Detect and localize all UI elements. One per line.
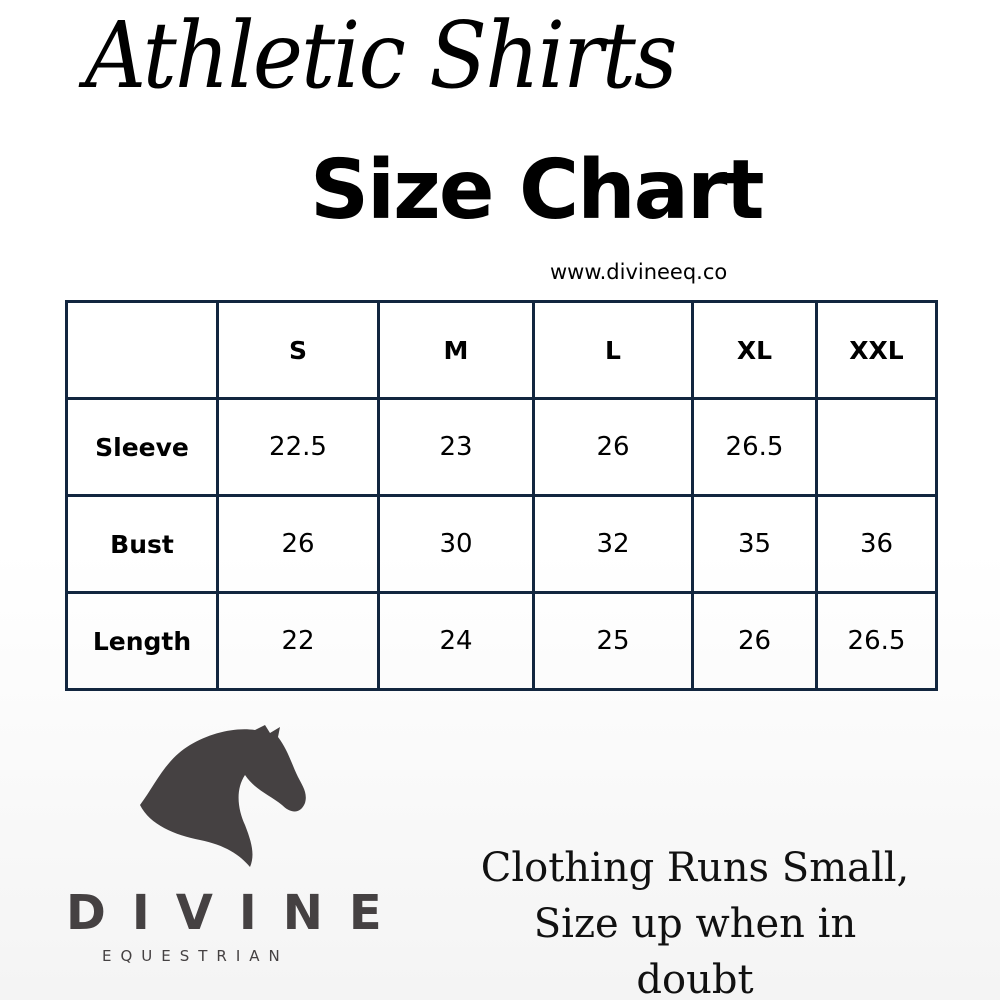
brand-subtitle: EQUESTRIAN: [102, 947, 289, 965]
size-table: S M L XL XXL Sleeve 22.5 23 26 26.5 Bust…: [65, 300, 938, 691]
table-row: Length 22 24 25 26 26.5: [65, 591, 938, 691]
website-url: www.divineeq.co: [550, 260, 728, 284]
header-cell: M: [377, 300, 535, 400]
header-cell: [65, 300, 219, 400]
table-row: Bust 26 30 32 35 36: [65, 494, 938, 594]
table-row: Sleeve 22.5 23 26 26.5: [65, 397, 938, 497]
table-cell: 32: [532, 494, 694, 594]
header-cell: XXL: [815, 300, 938, 400]
sizing-note-line-1: Clothing Runs Small,: [480, 845, 910, 891]
table-cell: [815, 397, 938, 497]
table-cell: 22: [216, 591, 380, 691]
brand-name: DIVINE: [66, 885, 408, 941]
table-cell: 26: [691, 591, 818, 691]
table-header-row: S M L XL XXL: [65, 300, 938, 400]
sizing-note: Clothing Runs Small, Size up when in dou…: [480, 840, 910, 1008]
sizing-note-line-2: Size up when in doubt: [533, 901, 857, 1003]
row-label: Length: [65, 591, 219, 691]
table-cell: 26: [216, 494, 380, 594]
script-title: Athletic Shirts: [85, 2, 677, 109]
table-cell: 26.5: [691, 397, 818, 497]
table-cell: 26: [532, 397, 694, 497]
header-cell: S: [216, 300, 380, 400]
header-cell: XL: [691, 300, 818, 400]
table-cell: 25: [532, 591, 694, 691]
table-cell: 30: [377, 494, 535, 594]
table-cell: 23: [377, 397, 535, 497]
row-label: Bust: [65, 494, 219, 594]
table-cell: 35: [691, 494, 818, 594]
header-cell: L: [532, 300, 694, 400]
page-title: Size Chart: [310, 143, 765, 238]
table-cell: 36: [815, 494, 938, 594]
table-cell: 26.5: [815, 591, 938, 691]
table-cell: 22.5: [216, 397, 380, 497]
horse-head-icon: [140, 725, 306, 867]
row-label: Sleeve: [65, 397, 219, 497]
table-cell: 24: [377, 591, 535, 691]
